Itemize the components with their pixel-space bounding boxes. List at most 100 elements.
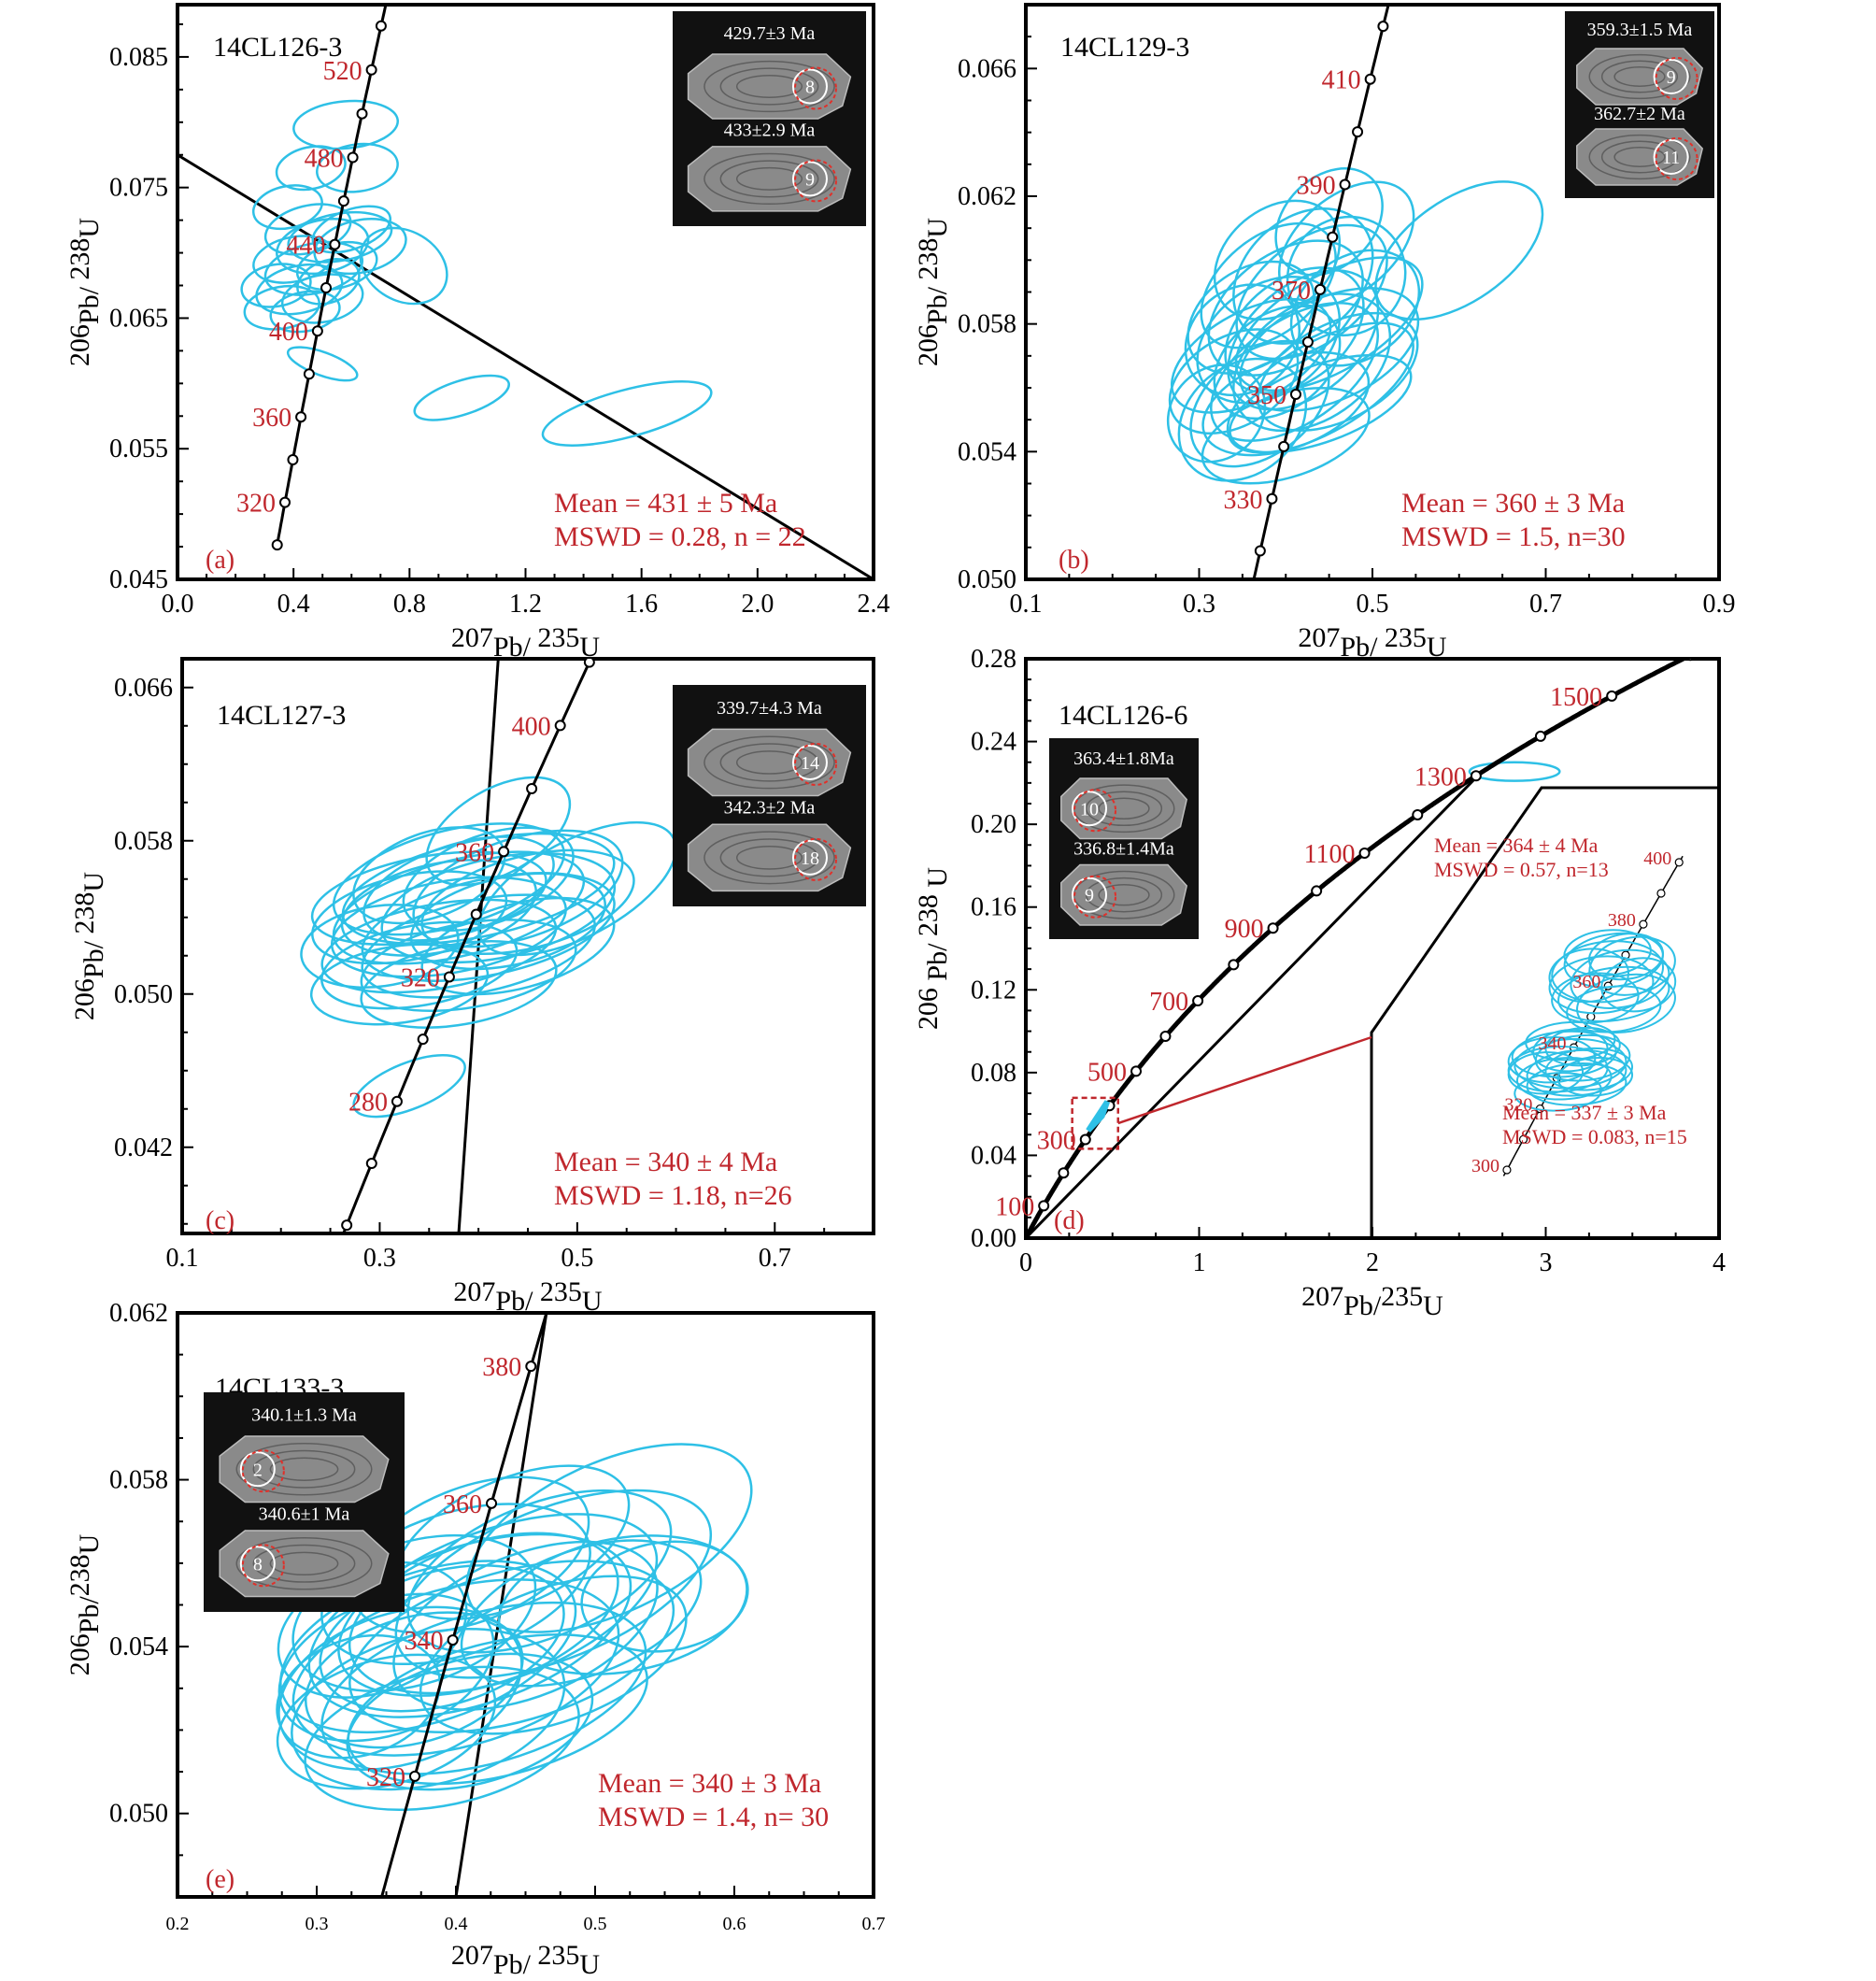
age-marker: [1079, 1133, 1091, 1146]
grain-age-label: 340.1±1.3 Ma: [251, 1405, 357, 1426]
zircon-zoning: [1613, 147, 1666, 167]
enlarged-age-label: 400: [1643, 848, 1671, 869]
axis-ticks: [1025, 4, 1720, 580]
age-markers: [341, 659, 595, 1232]
x-axis-title-part: 235: [1381, 1281, 1423, 1312]
age-label: 100: [995, 1192, 1034, 1221]
sample-name: 14CL129-3: [1060, 32, 1189, 63]
age-marker: [295, 411, 307, 423]
analysis-spot-dashed: [1655, 137, 1698, 180]
error-ellipse: [276, 1653, 497, 1790]
x-axis-title: 207Pb/ 235U: [453, 1276, 603, 1317]
error-ellipse: [311, 205, 391, 254]
spot-number: 2: [253, 1460, 263, 1480]
error-ellipse: [1468, 761, 1561, 782]
error-ellipse: [1168, 328, 1300, 435]
spot-number: 9: [1667, 67, 1676, 88]
age-label: 320: [366, 1763, 405, 1792]
enlarged-error-ellipse: [1566, 985, 1662, 1033]
zircon-zoning: [719, 743, 819, 782]
x-axis-title: 207Pb/ 235U: [451, 1940, 601, 1980]
analysis-spot: [1072, 791, 1108, 827]
age-marker: [1192, 995, 1204, 1007]
concordia-curve: [276, 5, 388, 546]
error-ellipse: [320, 898, 558, 994]
result-text: Mean = 360 ± 3 Ma: [1401, 488, 1625, 519]
cl-image-inset: 14 339.7±4.3 Ma 18 342.3±2 Ma: [673, 685, 866, 906]
analysis-spot: [1072, 876, 1108, 913]
y-tick-label: 0.062: [958, 182, 1016, 211]
age-marker: [1358, 848, 1371, 860]
zircon-zoning: [704, 152, 835, 206]
error-ellipse: [413, 374, 510, 421]
age-marker: [1244, 598, 1253, 607]
error-ellipse: [251, 184, 323, 231]
age-marker: [337, 195, 349, 207]
y-tick-label: 0.058: [958, 310, 1016, 339]
y-tick-label: 0.065: [109, 304, 168, 333]
age-marker: [287, 453, 299, 465]
age-marker: [1377, 21, 1389, 33]
age-markers: [1038, 659, 1695, 1212]
x-tick-label: 0.4: [277, 590, 310, 619]
x-tick-label: 0.7: [759, 1244, 791, 1273]
zircon-zoning: [269, 1551, 339, 1576]
analysis-spot-dashed: [793, 159, 837, 203]
cl-image-inset: 10 363.4±1.8Ma 9 336.8±1.4Ma: [1049, 738, 1199, 939]
error-ellipse: [240, 263, 312, 308]
panel-d: 0 1 2 3 4 0.00 0.04 0.08 0.12 0.16 0.20 0.24 0.28 207…: [913, 645, 1726, 1321]
error-ellipse: [286, 346, 359, 382]
error-ellipse: [348, 1560, 675, 1734]
age-marker: [1534, 730, 1546, 742]
error-ellipse: [541, 380, 713, 447]
x-tick-label: 0.0: [162, 590, 194, 619]
discordia-line: [178, 153, 874, 579]
plot-area: [178, 5, 874, 579]
enlarged-age-marker: [1639, 919, 1648, 929]
error-ellipse: [332, 822, 565, 936]
error-ellipse: [304, 1611, 524, 1749]
zircon-zoning: [719, 160, 819, 198]
zircon-zoning: [1588, 53, 1691, 100]
x-axis-title-part: U: [582, 1286, 603, 1317]
zircon-zoning: [719, 838, 819, 877]
age-marker: [583, 659, 595, 668]
error-ellipse: [361, 893, 596, 999]
enlarged-error-ellipse: [1544, 1047, 1634, 1091]
y-tick-label: 0.050: [109, 1800, 168, 1829]
age-label: 380: [482, 1353, 521, 1382]
x-axis-title: 207Pb/235U: [1301, 1281, 1443, 1321]
panel-a: 0.0 0.4 0.8 1.2 1.6 2.0 2.4 0.045 0.055 0.065 0.07…: [64, 3, 890, 663]
age-label: 1300: [1414, 762, 1467, 791]
error-ellipse: [346, 1652, 594, 1791]
enlarged-error-ellipse: [1514, 1072, 1602, 1112]
x-axis-title: 207Pb/ 235U: [451, 622, 601, 663]
data-cluster: [1086, 1100, 1111, 1133]
enlarged-error-ellipse: [1507, 1051, 1585, 1095]
error-ellipse: [1189, 339, 1330, 468]
spot-number: 11: [1662, 148, 1680, 168]
analysis-spot: [1653, 139, 1689, 175]
error-ellipse: [276, 1633, 442, 1760]
grain-age-label: 433±2.9 Ma: [724, 120, 816, 140]
enlarged-error-ellipse: [1576, 973, 1676, 1033]
error-ellipse: [319, 1563, 565, 1713]
spot-number: 9: [805, 169, 815, 190]
age-marker: [356, 107, 368, 120]
age-label: 1100: [1304, 840, 1356, 869]
x-tick-label: 0.5: [1357, 590, 1389, 619]
grain-age-label: 362.7±2 Ma: [1594, 104, 1685, 124]
error-ellipse: [1257, 311, 1419, 432]
age-marker: [525, 1361, 537, 1373]
age-marker: [1315, 283, 1327, 295]
age-label: 360: [252, 404, 291, 433]
age-label: 410: [1322, 66, 1361, 95]
age-marker: [341, 1219, 353, 1232]
error-ellipse: [362, 835, 555, 942]
zircon-zoning: [252, 1449, 356, 1489]
y-axis-title: 206Pb/238U: [64, 1533, 105, 1675]
x-axis-title-part: U: [579, 1949, 600, 1980]
y-tick-label: 0.24: [971, 728, 1016, 757]
age-marker: [1412, 808, 1424, 820]
y-tick-label: 0.00: [971, 1224, 1016, 1253]
